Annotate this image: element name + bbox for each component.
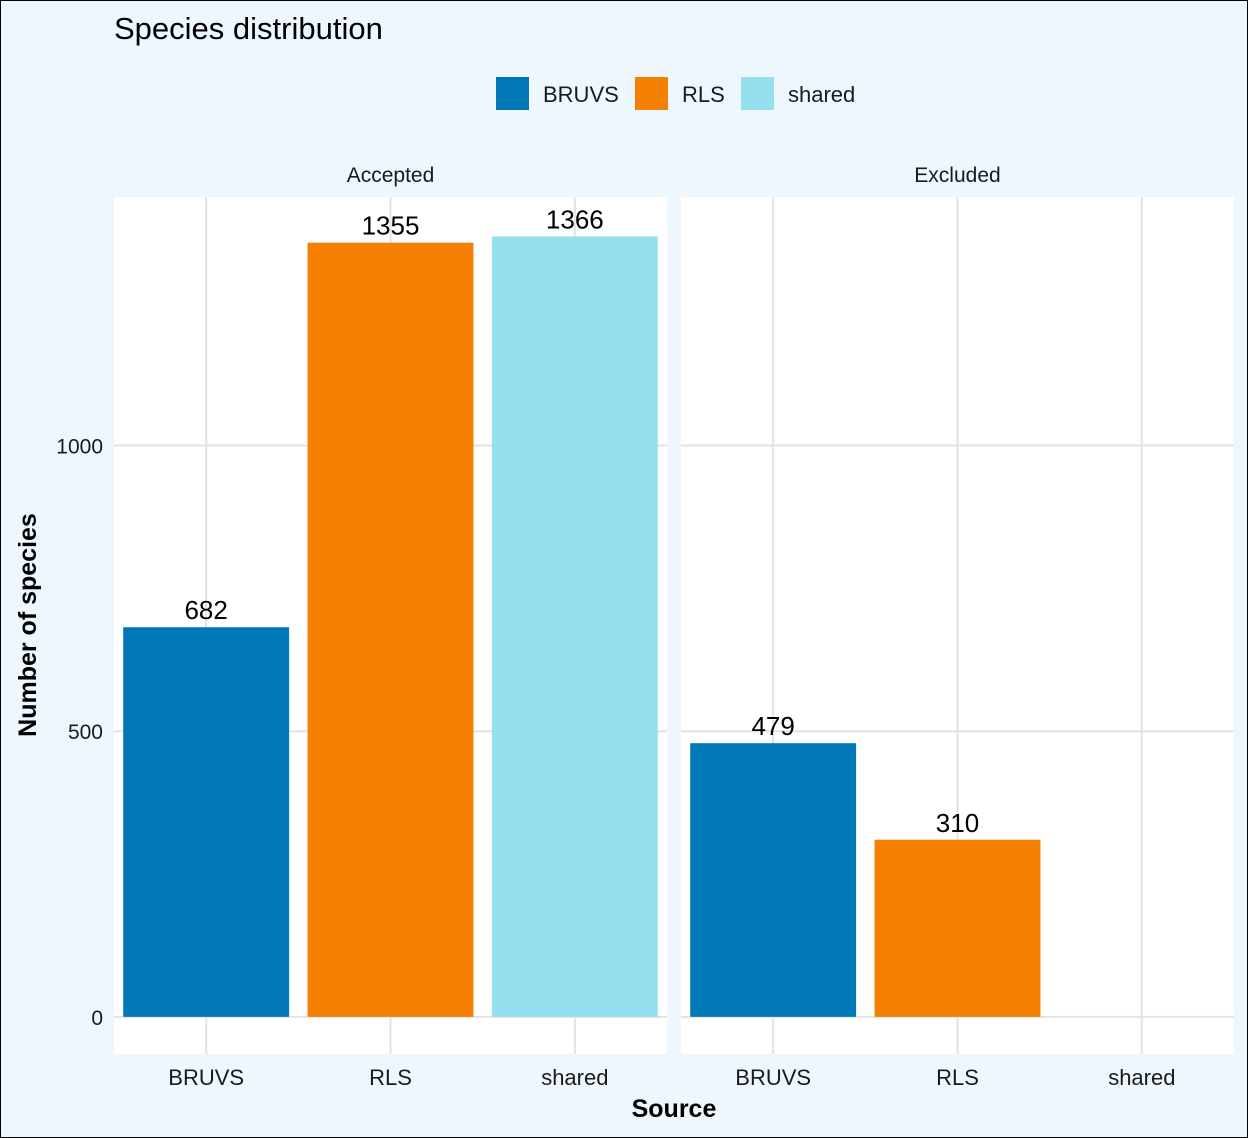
bar-rls — [307, 242, 474, 1017]
facet-strip-label: Accepted — [347, 164, 435, 187]
legend-label-bruvs: BRUVS — [543, 82, 619, 107]
y-tick-label: 500 — [68, 721, 103, 744]
legend: BRUVS RLS shared — [496, 77, 855, 110]
bar-rls — [874, 839, 1041, 1017]
bar-value-label: 479 — [751, 711, 794, 741]
facet-strip-label: Excluded — [914, 164, 1000, 187]
y-axis-ticks: 0 500 1000 — [56, 436, 103, 1030]
chart-title: Species distribution — [114, 11, 383, 46]
x-tick-label: RLS — [369, 1065, 412, 1090]
legend-key-rls — [635, 77, 668, 110]
x-tick-label: shared — [541, 1065, 608, 1090]
legend-key-shared — [741, 77, 774, 110]
bar-value-label: 1366 — [546, 204, 604, 234]
facet-panels: Accepted BRUVS RLS shared 682 1355 1366 Exclude… — [114, 164, 1234, 1090]
x-axis-title: Source — [632, 1095, 717, 1123]
bar-bruvs — [690, 743, 857, 1017]
bar-bruvs — [123, 627, 290, 1017]
x-tick-label: BRUVS — [168, 1065, 244, 1090]
x-tick-label: RLS — [936, 1065, 979, 1090]
bar-value-label: 310 — [936, 808, 979, 838]
y-tick-label: 0 — [91, 1007, 103, 1030]
legend-key-bruvs — [496, 77, 529, 110]
legend-label-shared: shared — [788, 82, 855, 107]
bar-value-label: 682 — [184, 595, 227, 625]
bar-shared — [491, 236, 658, 1017]
legend-label-rls: RLS — [682, 82, 725, 107]
y-axis-title: Number of species — [14, 513, 42, 737]
x-tick-label: BRUVS — [735, 1065, 811, 1090]
bar-value-label: 1355 — [362, 211, 420, 241]
x-tick-label: shared — [1108, 1065, 1175, 1090]
facet-panel-accepted: Accepted BRUVS RLS shared 682 1355 1366 — [114, 164, 667, 1090]
y-tick-label: 1000 — [56, 436, 103, 459]
facet-panel-excluded: Excluded BRUVS RLS shared 479 310 — [681, 164, 1234, 1090]
